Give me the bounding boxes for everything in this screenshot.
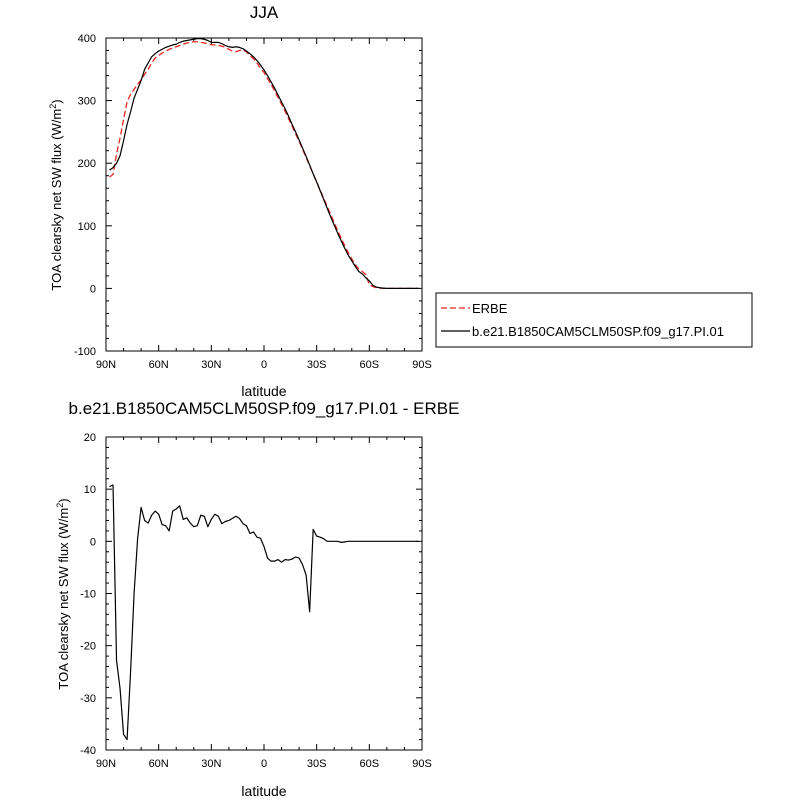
top-xtick-label: 90N [96,359,116,371]
bottom-xtick-label: 60N [149,758,169,770]
top-plot-frame [105,37,423,352]
bottom-ytick-label: -40 [80,745,96,757]
top-ylabel-text: TOA clearsky net SW flux (W/m [49,109,64,291]
top-ytick-label: 200 [78,158,96,170]
bottom-ytick-label: 10 [84,484,96,496]
bottom-plot-frame [105,436,423,751]
top-ytick-label: 400 [78,33,96,45]
bottom-xtick-label: 30S [307,758,327,770]
legend-label-model: b.e21.B1850CAM5CLM50SP.f09_g17.PI.01 [472,324,724,339]
bottom-ylabel-text: TOA clearsky net SW flux (W/m [56,508,71,690]
top-panel: JJA 90N 60N 30N 0 30S 60S 90S -100 0 100 200 300 400… [48,3,753,399]
bottom-title: b.e21.B1850CAM5CLM50SP.f09_g17.PI.01 - E… [69,399,460,418]
bottom-ylabel-close: ) [56,498,71,502]
legend-label-erbe: ERBE [472,301,508,316]
bottom-ylabel: TOA clearsky net SW flux (W/m2) [55,498,71,689]
top-title: JJA [250,3,279,22]
top-ylabel-close: ) [49,99,64,103]
bottom-panel: b.e21.B1850CAM5CLM50SP.f09_g17.PI.01 - E… [55,399,459,799]
top-xtick-label: 90S [412,359,432,371]
bottom-xtick-label: 0 [261,758,267,770]
top-xtick-label: 60N [149,359,169,371]
top-xtick-label: 0 [261,359,267,371]
legend: ERBE b.e21.B1850CAM5CLM50SP.f09_g17.PI.0… [435,292,753,348]
top-ylabel-sup: 2 [48,104,58,109]
bottom-ytick-label: -30 [80,693,96,705]
top-ylabel: TOA clearsky net SW flux (W/m2) [48,99,64,290]
bottom-series-line-0 [109,484,419,741]
top-ytick-label: 300 [78,96,96,108]
top-xtick-label: 30N [201,359,221,371]
top-xtick-label: 60S [360,359,380,371]
bottom-xtick-label: 90S [412,758,432,770]
top-series-line-1 [109,38,419,289]
bottom-xlabel: latitude [241,783,286,799]
top-xtick-label: 30S [307,359,327,371]
top-ytick-label: -100 [74,346,96,358]
bottom-xtick-label: 30N [201,758,221,770]
top-xlabel: latitude [241,383,286,399]
top-series-line-0 [109,41,419,290]
bottom-ylabel-sup: 2 [55,503,65,508]
top-ytick-label: 0 [90,283,96,295]
top-ytick-label: 100 [78,221,96,233]
bottom-xtick-label: 90N [96,758,116,770]
bottom-plot-area: 90N 60N 30N 0 30S 60S 90S -40 -30 -20 -10 0 10 20 [80,432,432,770]
bottom-ytick-label: -10 [80,589,96,601]
bottom-ytick-label: -20 [80,641,96,653]
bottom-ytick-label: 20 [84,432,96,444]
bottom-ytick-label: 0 [90,536,96,548]
bottom-xtick-label: 60S [360,758,380,770]
top-plot-area: 90N 60N 30N 0 30S 60S 90S -100 0 100 200 300 400 [74,33,432,371]
legend-box [435,292,753,348]
